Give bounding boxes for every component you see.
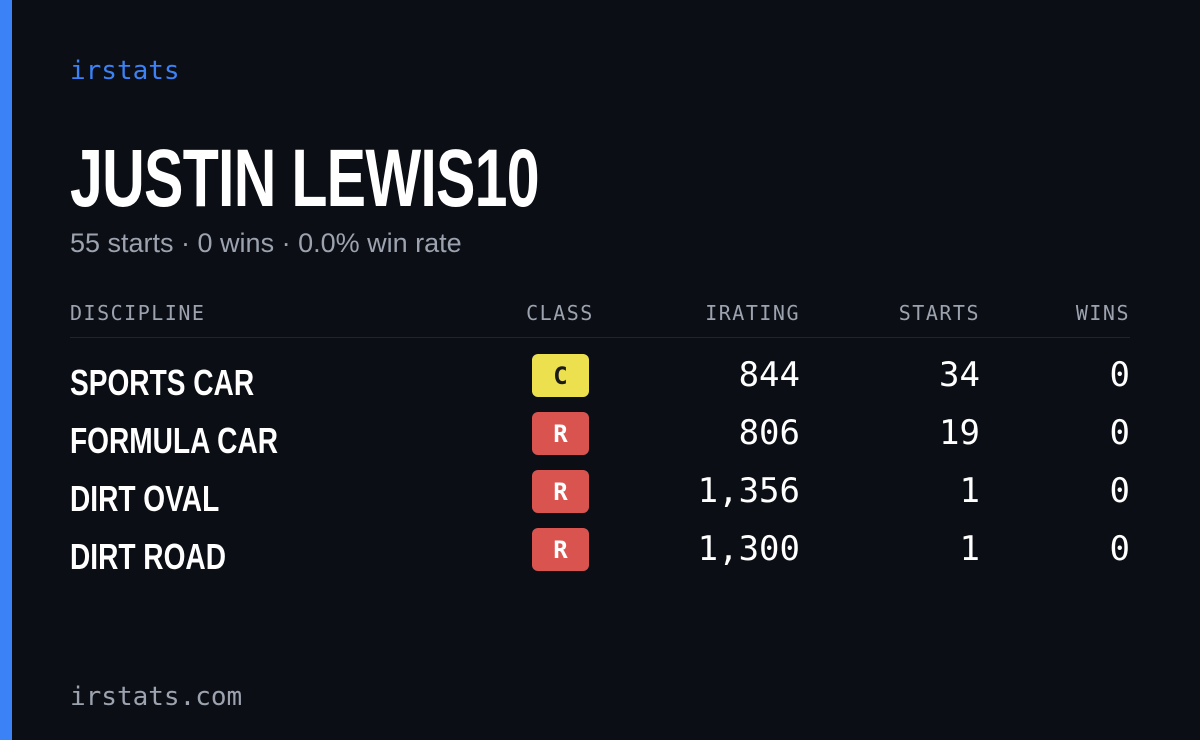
column-header: DISCIPLINE — [70, 301, 206, 325]
wins: 0 — [1109, 413, 1130, 453]
column-header: CLASS — [526, 301, 594, 325]
wins: 0 — [1109, 471, 1130, 511]
starts: 1 — [959, 471, 980, 511]
discipline: FORMULA CAR — [70, 420, 278, 461]
irating: 844 — [738, 355, 800, 395]
header-rule — [70, 337, 1130, 338]
discipline: SPORTS CAR — [70, 362, 255, 403]
irating: 1,356 — [697, 471, 800, 511]
irating: 806 — [738, 413, 800, 453]
class-badge: R — [532, 470, 589, 513]
class-badge: R — [532, 412, 589, 455]
column-header: IRATING — [705, 301, 800, 325]
column-header: WINS — [1075, 301, 1130, 325]
accent-bar — [0, 0, 12, 740]
discipline: DIRT OVAL — [70, 478, 220, 519]
class-badge: C — [532, 354, 589, 397]
wins: 0 — [1109, 529, 1130, 569]
column-header: STARTS — [898, 301, 980, 325]
player-name: JUSTIN LEWIS10 — [70, 133, 540, 224]
footer-site: irstats.com — [70, 682, 243, 712]
wins: 0 — [1109, 355, 1130, 395]
brand: irstats — [70, 56, 180, 86]
irating: 1,300 — [697, 529, 800, 569]
summary: 55 starts · 0 wins · 0.0% win rate — [70, 228, 462, 258]
starts: 1 — [959, 529, 980, 569]
discipline: DIRT ROAD — [70, 536, 226, 577]
class-badge: R — [532, 528, 589, 571]
starts: 34 — [939, 355, 980, 395]
starts: 19 — [939, 413, 980, 453]
